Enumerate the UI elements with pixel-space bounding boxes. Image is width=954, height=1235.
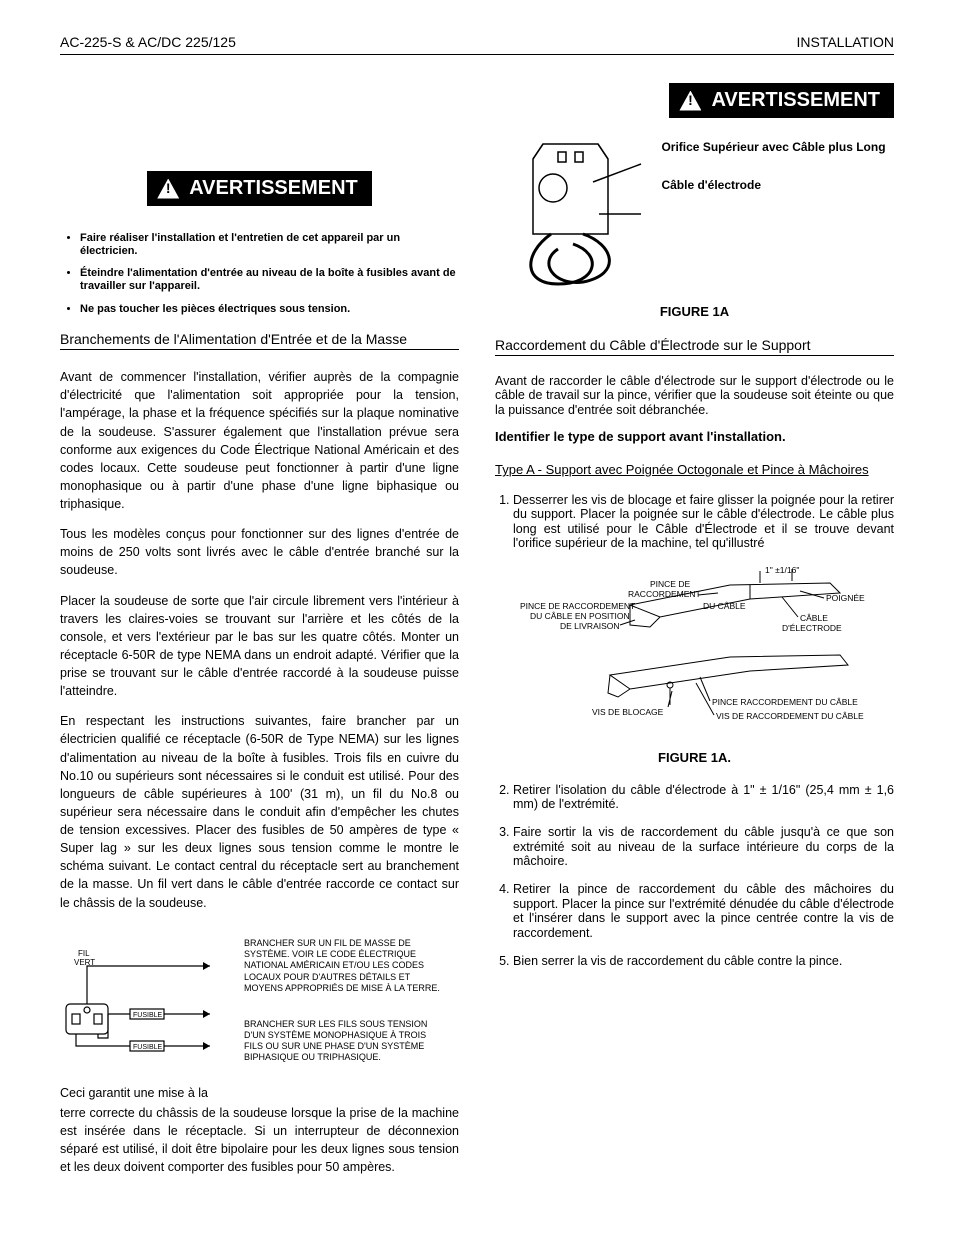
label-pince-raccord-1: PINCE DE [650, 579, 690, 589]
warning-label: AVERTISSEMENT [189, 177, 358, 200]
left-p1: Avant de commencer l'installation, vérif… [60, 368, 459, 513]
warning-banner-left-wrap: AVERTISSEMENT [60, 171, 459, 206]
welder-label-top: Orifice Supérieur avec Câble plus Long [661, 140, 885, 156]
safety-bullets: Faire réaliser l'installation et l'entre… [60, 232, 459, 315]
label-pince-pos-1: PINCE DE RACCORDEMENT [520, 601, 635, 611]
left-p2: Tous les modèles conçus pour fonctionner… [60, 525, 459, 579]
welder-labels: Orifice Supérieur avec Câble plus Long C… [661, 134, 885, 193]
holder-diagram: 1" ±1/16" PINCE DE RACCORDEMENT PINCE DE… [495, 565, 894, 740]
label-cable-elec-1: CÂBLE [800, 613, 828, 623]
header-left: AC-225-S & AC/DC 225/125 [60, 34, 236, 50]
label-du-cable: DU CÂBLE [703, 601, 746, 611]
type-a-heading: Type A - Support avec Poignée Octogonale… [495, 462, 894, 479]
identify-line: Identifier le type de support avant l'in… [495, 429, 894, 444]
label-pince-raccord-cable: PINCE RACCORDEMENT DU CÂBLE [712, 697, 858, 707]
warning-banner-right-wrap: AVERTISSEMENT [495, 83, 894, 118]
left-section-title: Branchements de l'Alimentation d'Entrée … [60, 331, 459, 347]
left-p5: terre correcte du châssis de la soudeuse… [60, 1104, 459, 1177]
welder-diagram: Orifice Supérieur avec Câble plus Long C… [495, 134, 894, 294]
step-3: Faire sortir la vis de raccordement du c… [513, 825, 894, 868]
label-poignee: POIGNÉE [826, 593, 865, 603]
warning-label: AVERTISSEMENT [711, 89, 880, 112]
svg-text:VERT: VERT [74, 958, 95, 967]
step-5: Bien serrer la vis de raccordement du câ… [513, 954, 894, 968]
wiring-diagram-notes: BRANCHER SUR UN FIL DE MASSE DE SYSTÈME.… [244, 926, 444, 1076]
warning-triangle-icon [679, 91, 701, 111]
left-p4: En respectant les instructions suivantes… [60, 712, 459, 911]
safety-bullet: Faire réaliser l'installation et l'entre… [80, 232, 459, 257]
svg-text:DU CÂBLE EN POSITION: DU CÂBLE EN POSITION [530, 611, 630, 621]
section-rule [60, 349, 459, 350]
step-4: Retirer la pince de raccordement du câbl… [513, 882, 894, 940]
wiring-note-bottom: BRANCHER SUR LES FILS SOUS TENSION D'UN … [244, 1019, 444, 1064]
figure-1a-caption-bottom: FIGURE 1A. [495, 750, 894, 765]
figure-1a-caption-top: FIGURE 1A [495, 304, 894, 319]
label-vis-raccord: VIS DE RACCORDEMENT DU CÂBLE [716, 711, 864, 721]
label-fil-vert: FIL [78, 949, 90, 958]
left-p3: Placer la soudeuse de sorte que l'air ci… [60, 592, 459, 701]
wiring-svg: FIL VERT FUSIBLE FUSIBLE [60, 926, 230, 1076]
page-header: AC-225-S & AC/DC 225/125 INSTALLATION [60, 34, 894, 50]
right-column: AVERTISSEMENT [495, 83, 894, 1188]
label-fusible-bottom: FUSIBLE [133, 1044, 163, 1051]
label-tolerance: 1" ±1/16" [765, 565, 799, 575]
two-column-layout: AVERTISSEMENT Faire réaliser l'installat… [60, 83, 894, 1188]
steps-list: Desserrer les vis de blocage et faire gl… [495, 493, 894, 551]
holder-svg: 1" ±1/16" PINCE DE RACCORDEMENT PINCE DE… [500, 565, 890, 740]
step-2: Retirer l'isolation du câble d'électrode… [513, 783, 894, 812]
welder-svg [503, 134, 643, 294]
left-p5-lead: Ceci garantit une mise à la [60, 1084, 459, 1102]
step-1: Desserrer les vis de blocage et faire gl… [513, 493, 894, 551]
warning-banner-right: AVERTISSEMENT [669, 83, 894, 118]
header-rule [60, 54, 894, 55]
warning-triangle-icon [157, 179, 179, 199]
steps-list-rest: Retirer l'isolation du câble d'électrode… [495, 783, 894, 969]
right-intro: Avant de raccorder le câble d'électrode … [495, 374, 894, 417]
safety-bullet: Éteindre l'alimentation d'entrée au nive… [80, 267, 459, 292]
section-rule [495, 355, 894, 356]
svg-text:RACCORDEMENT: RACCORDEMENT [628, 589, 701, 599]
header-right: INSTALLATION [796, 34, 894, 50]
welder-label-bottom: Câble d'électrode [661, 178, 885, 194]
wiring-diagram: FIL VERT FUSIBLE FUSIBLE [60, 926, 459, 1076]
right-section-title: Raccordement du Câble d'Électrode sur le… [495, 337, 894, 353]
wiring-note-top: BRANCHER SUR UN FIL DE MASSE DE SYSTÈME.… [244, 938, 444, 994]
label-vis-blocage: VIS DE BLOCAGE [592, 707, 664, 717]
safety-bullet: Ne pas toucher les pièces électriques so… [80, 303, 459, 316]
svg-text:DE LIVRAISON: DE LIVRAISON [560, 621, 620, 631]
left-column: AVERTISSEMENT Faire réaliser l'installat… [60, 83, 459, 1188]
label-fusible-top: FUSIBLE [133, 1012, 163, 1019]
warning-banner-left: AVERTISSEMENT [147, 171, 372, 206]
svg-text:D'ÉLECTRODE: D'ÉLECTRODE [782, 623, 842, 633]
